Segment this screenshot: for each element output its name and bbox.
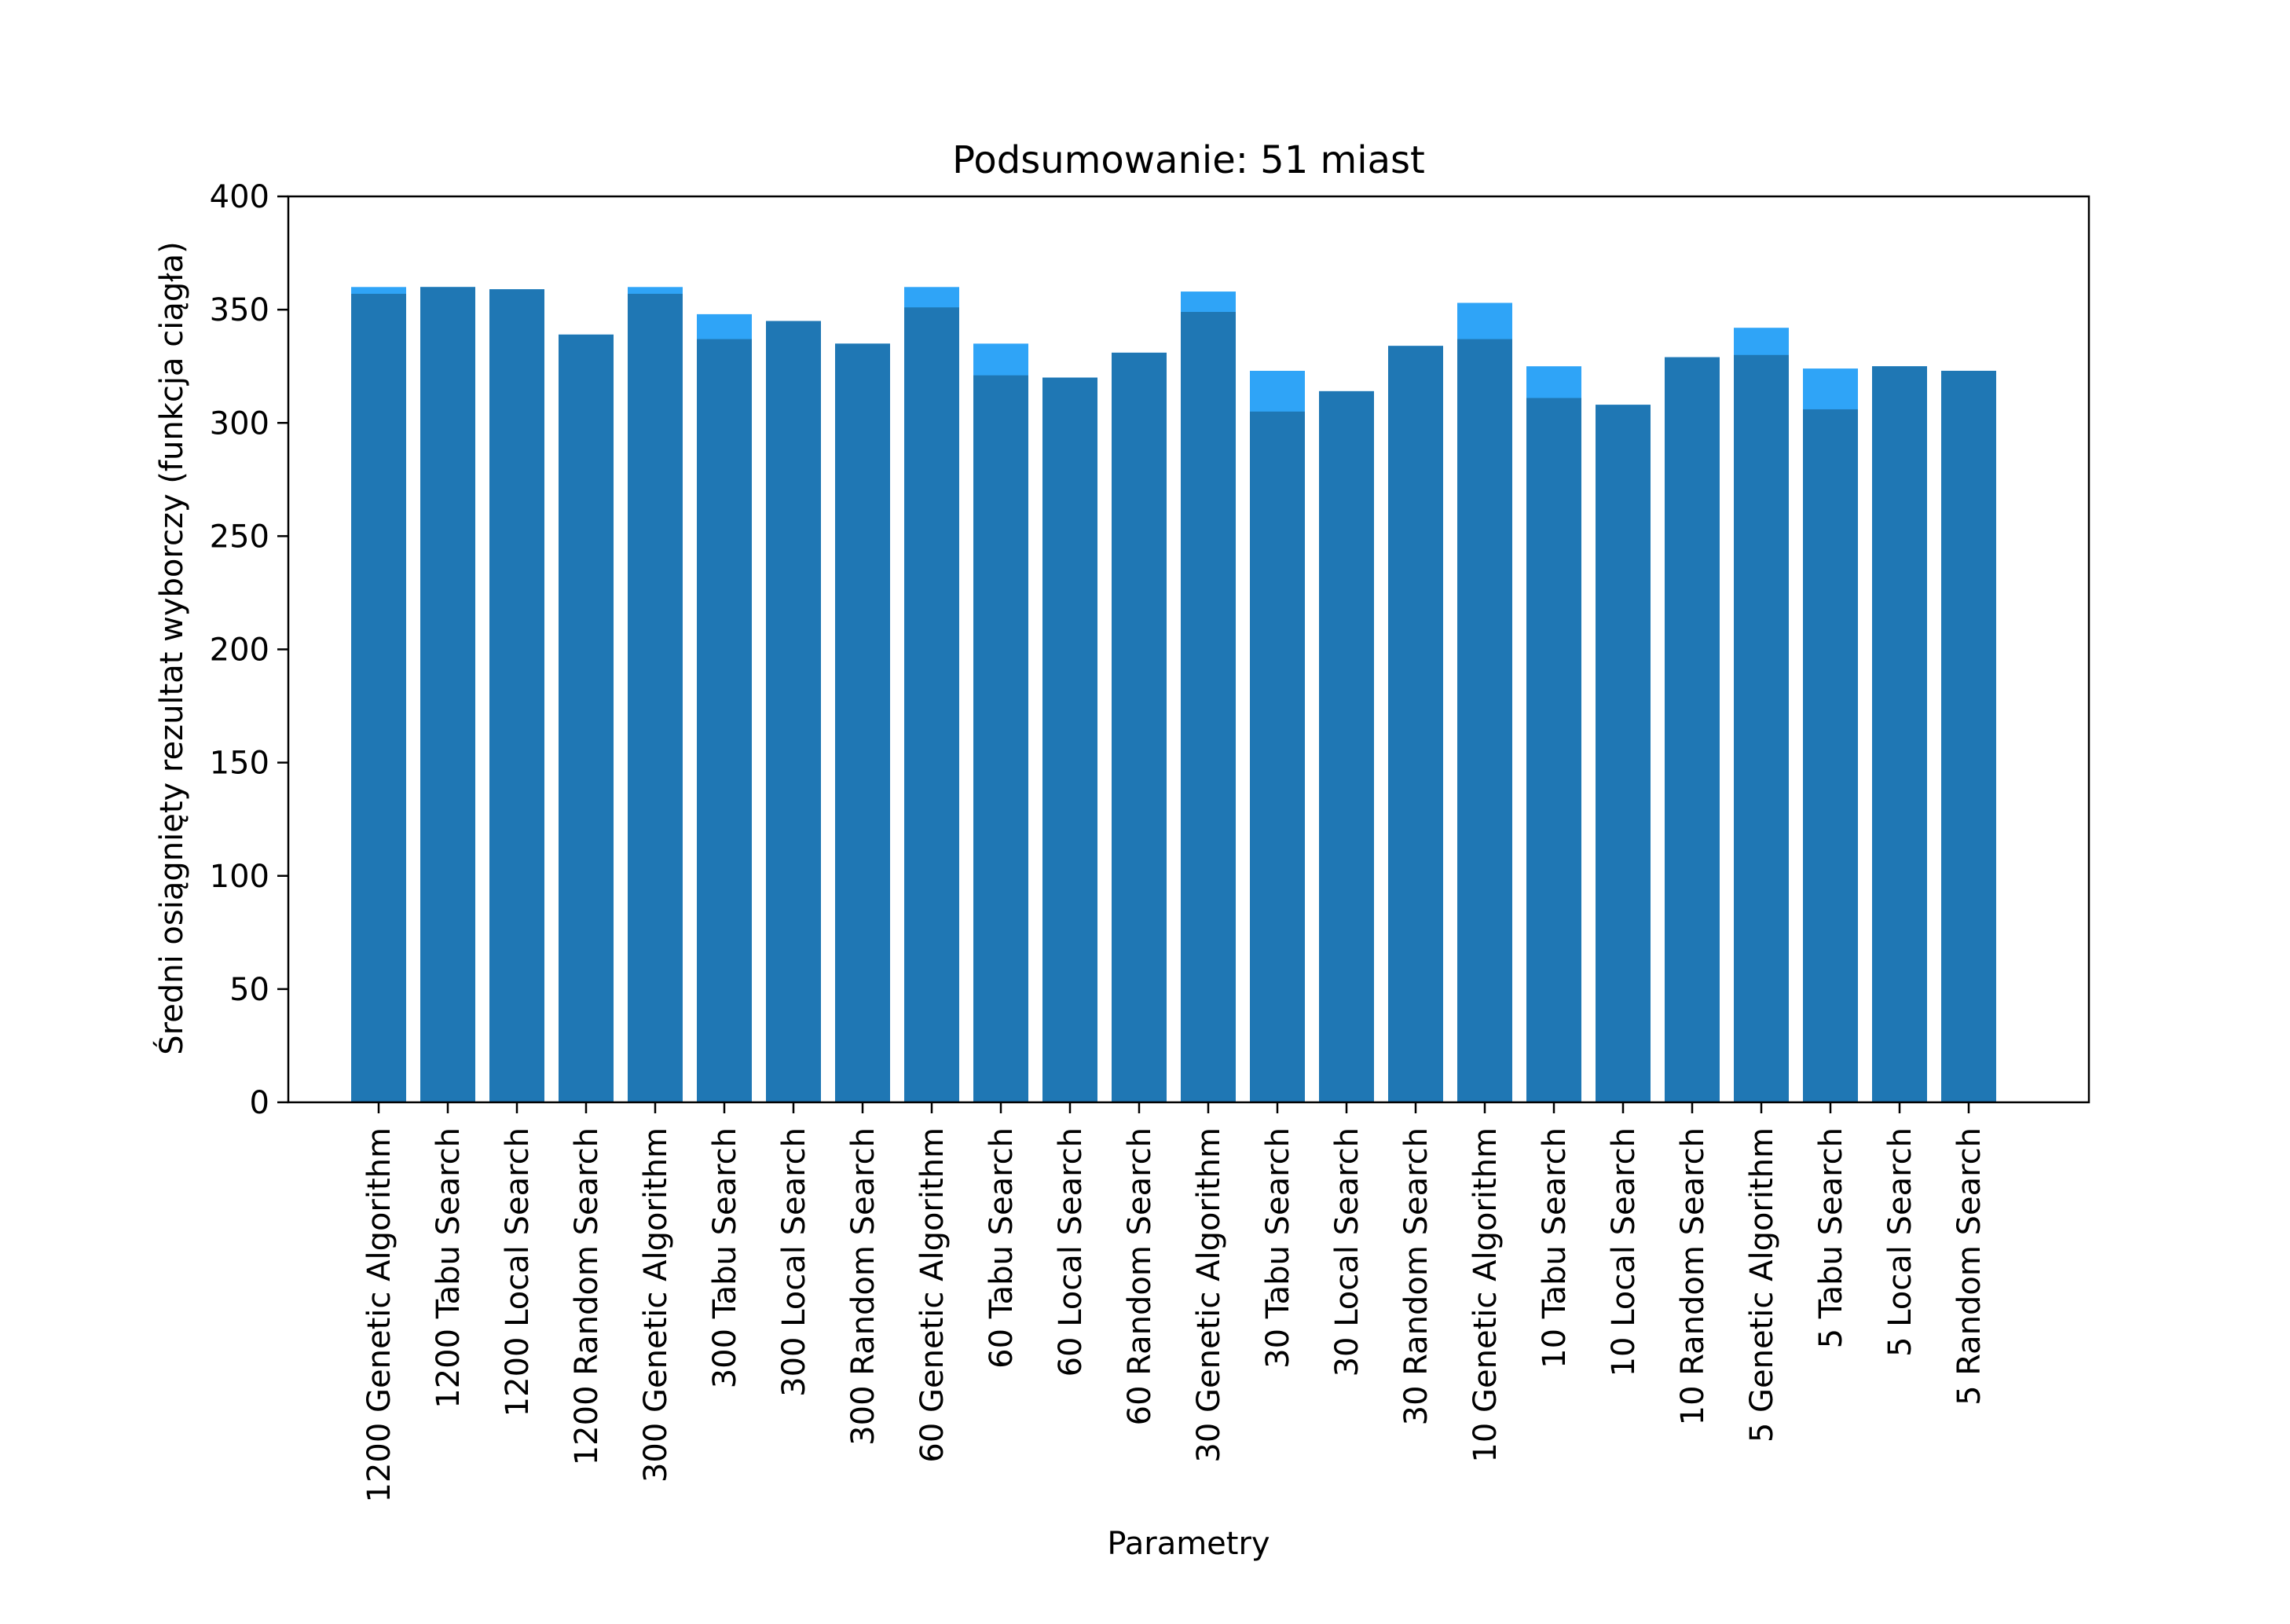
- bar-series2-23: [1941, 370, 1996, 1102]
- bar-series2-6: [766, 321, 821, 1103]
- x-tick-label-15: 30 Random Search: [1398, 1127, 1434, 1425]
- y-tick-label-6: 300: [210, 405, 269, 442]
- x-axis: 1200 Genetic Algorithm 1200 Tabu Search 12…: [361, 1102, 1988, 1502]
- bar-series2-1: [420, 287, 475, 1102]
- bar-series2-0: [351, 293, 406, 1102]
- plot-frame: [287, 195, 2090, 1104]
- x-tick-label-7: 300 Random Search: [845, 1127, 881, 1446]
- x-tick-label-6: 300 Local Search: [776, 1127, 812, 1397]
- x-tick-label-21: 5 Tabu Search: [1813, 1127, 1849, 1348]
- x-tick-label-2: 1200 Local Search: [500, 1127, 536, 1417]
- x-tick-label-0: 1200 Genetic Algorithm: [361, 1127, 398, 1502]
- bar-series2-14: [1319, 390, 1374, 1102]
- bar-series2-9: [973, 375, 1028, 1102]
- x-tick-label-17: 10 Tabu Search: [1537, 1127, 1573, 1369]
- y-tick-label-0: 0: [250, 1085, 269, 1121]
- bar-series2-7: [835, 343, 890, 1102]
- x-tick-label-9: 60 Tabu Search: [984, 1127, 1020, 1369]
- bars: [351, 287, 1996, 1103]
- bar-series2-2: [489, 289, 544, 1102]
- x-tick-label-16: 10 Genetic Algorithm: [1467, 1127, 1504, 1463]
- y-tick-label-1: 50: [229, 972, 269, 1008]
- bar-series2-21: [1803, 409, 1858, 1102]
- x-tick-label-19: 10 Random Search: [1675, 1127, 1711, 1425]
- y-tick-label-4: 200: [210, 632, 269, 669]
- x-tick-label-13: 30 Tabu Search: [1260, 1127, 1296, 1369]
- x-axis-label: Parametry: [1107, 1526, 1270, 1562]
- bar-series2-15: [1388, 346, 1443, 1102]
- y-tick-label-3: 150: [210, 746, 269, 782]
- x-tick-label-3: 1200 Random Search: [569, 1127, 605, 1465]
- x-tick-label-10: 60 Local Search: [1053, 1127, 1089, 1377]
- x-tick-label-11: 60 Random Search: [1122, 1127, 1158, 1425]
- x-tick-label-5: 300 Tabu Search: [707, 1127, 743, 1388]
- bar-series2-20: [1734, 354, 1789, 1102]
- x-tick-label-18: 10 Local Search: [1606, 1127, 1642, 1377]
- x-tick-label-4: 300 Genetic Algorithm: [638, 1127, 674, 1483]
- x-tick-label-14: 30 Local Search: [1329, 1127, 1365, 1377]
- bar-series2-17: [1526, 398, 1581, 1103]
- bar-series2-22: [1872, 366, 1927, 1102]
- bar-series2-11: [1112, 352, 1167, 1103]
- y-tick-label-5: 250: [210, 519, 269, 555]
- bar-series2-10: [1042, 377, 1097, 1103]
- x-tick-label-20: 5 Genetic Algorithm: [1744, 1127, 1780, 1443]
- x-tick-label-22: 5 Local Search: [1882, 1127, 1918, 1357]
- x-tick-label-12: 30 Genetic Algorithm: [1191, 1127, 1227, 1463]
- bar-series2-18: [1596, 405, 1651, 1102]
- x-tick-label-23: 5 Random Search: [1951, 1127, 1988, 1406]
- x-tick-label-1: 1200 Tabu Search: [431, 1127, 467, 1409]
- y-tick-label-7: 350: [210, 292, 269, 328]
- bar-series2-8: [904, 307, 959, 1102]
- bar-series2-12: [1181, 312, 1236, 1102]
- x-tick-label-8: 60 Genetic Algorithm: [914, 1127, 951, 1463]
- bar-series2-19: [1665, 357, 1720, 1103]
- y-tick-label-2: 100: [210, 859, 269, 895]
- bar-series2-5: [697, 339, 752, 1102]
- chart-title: Podsumowanie: 51 miast: [952, 138, 1425, 182]
- y-axis: 0 50 100 150 200 250 300 350 400: [210, 179, 288, 1121]
- y-tick-label-8: 400: [210, 179, 269, 215]
- y-axis-label: Średni osiągnięty rezultat wyborczy (fun…: [152, 241, 190, 1054]
- bar-series2-4: [628, 293, 683, 1102]
- bar-series2-13: [1250, 411, 1305, 1102]
- bar-series2-16: [1457, 339, 1512, 1102]
- bar-series2-3: [559, 334, 614, 1102]
